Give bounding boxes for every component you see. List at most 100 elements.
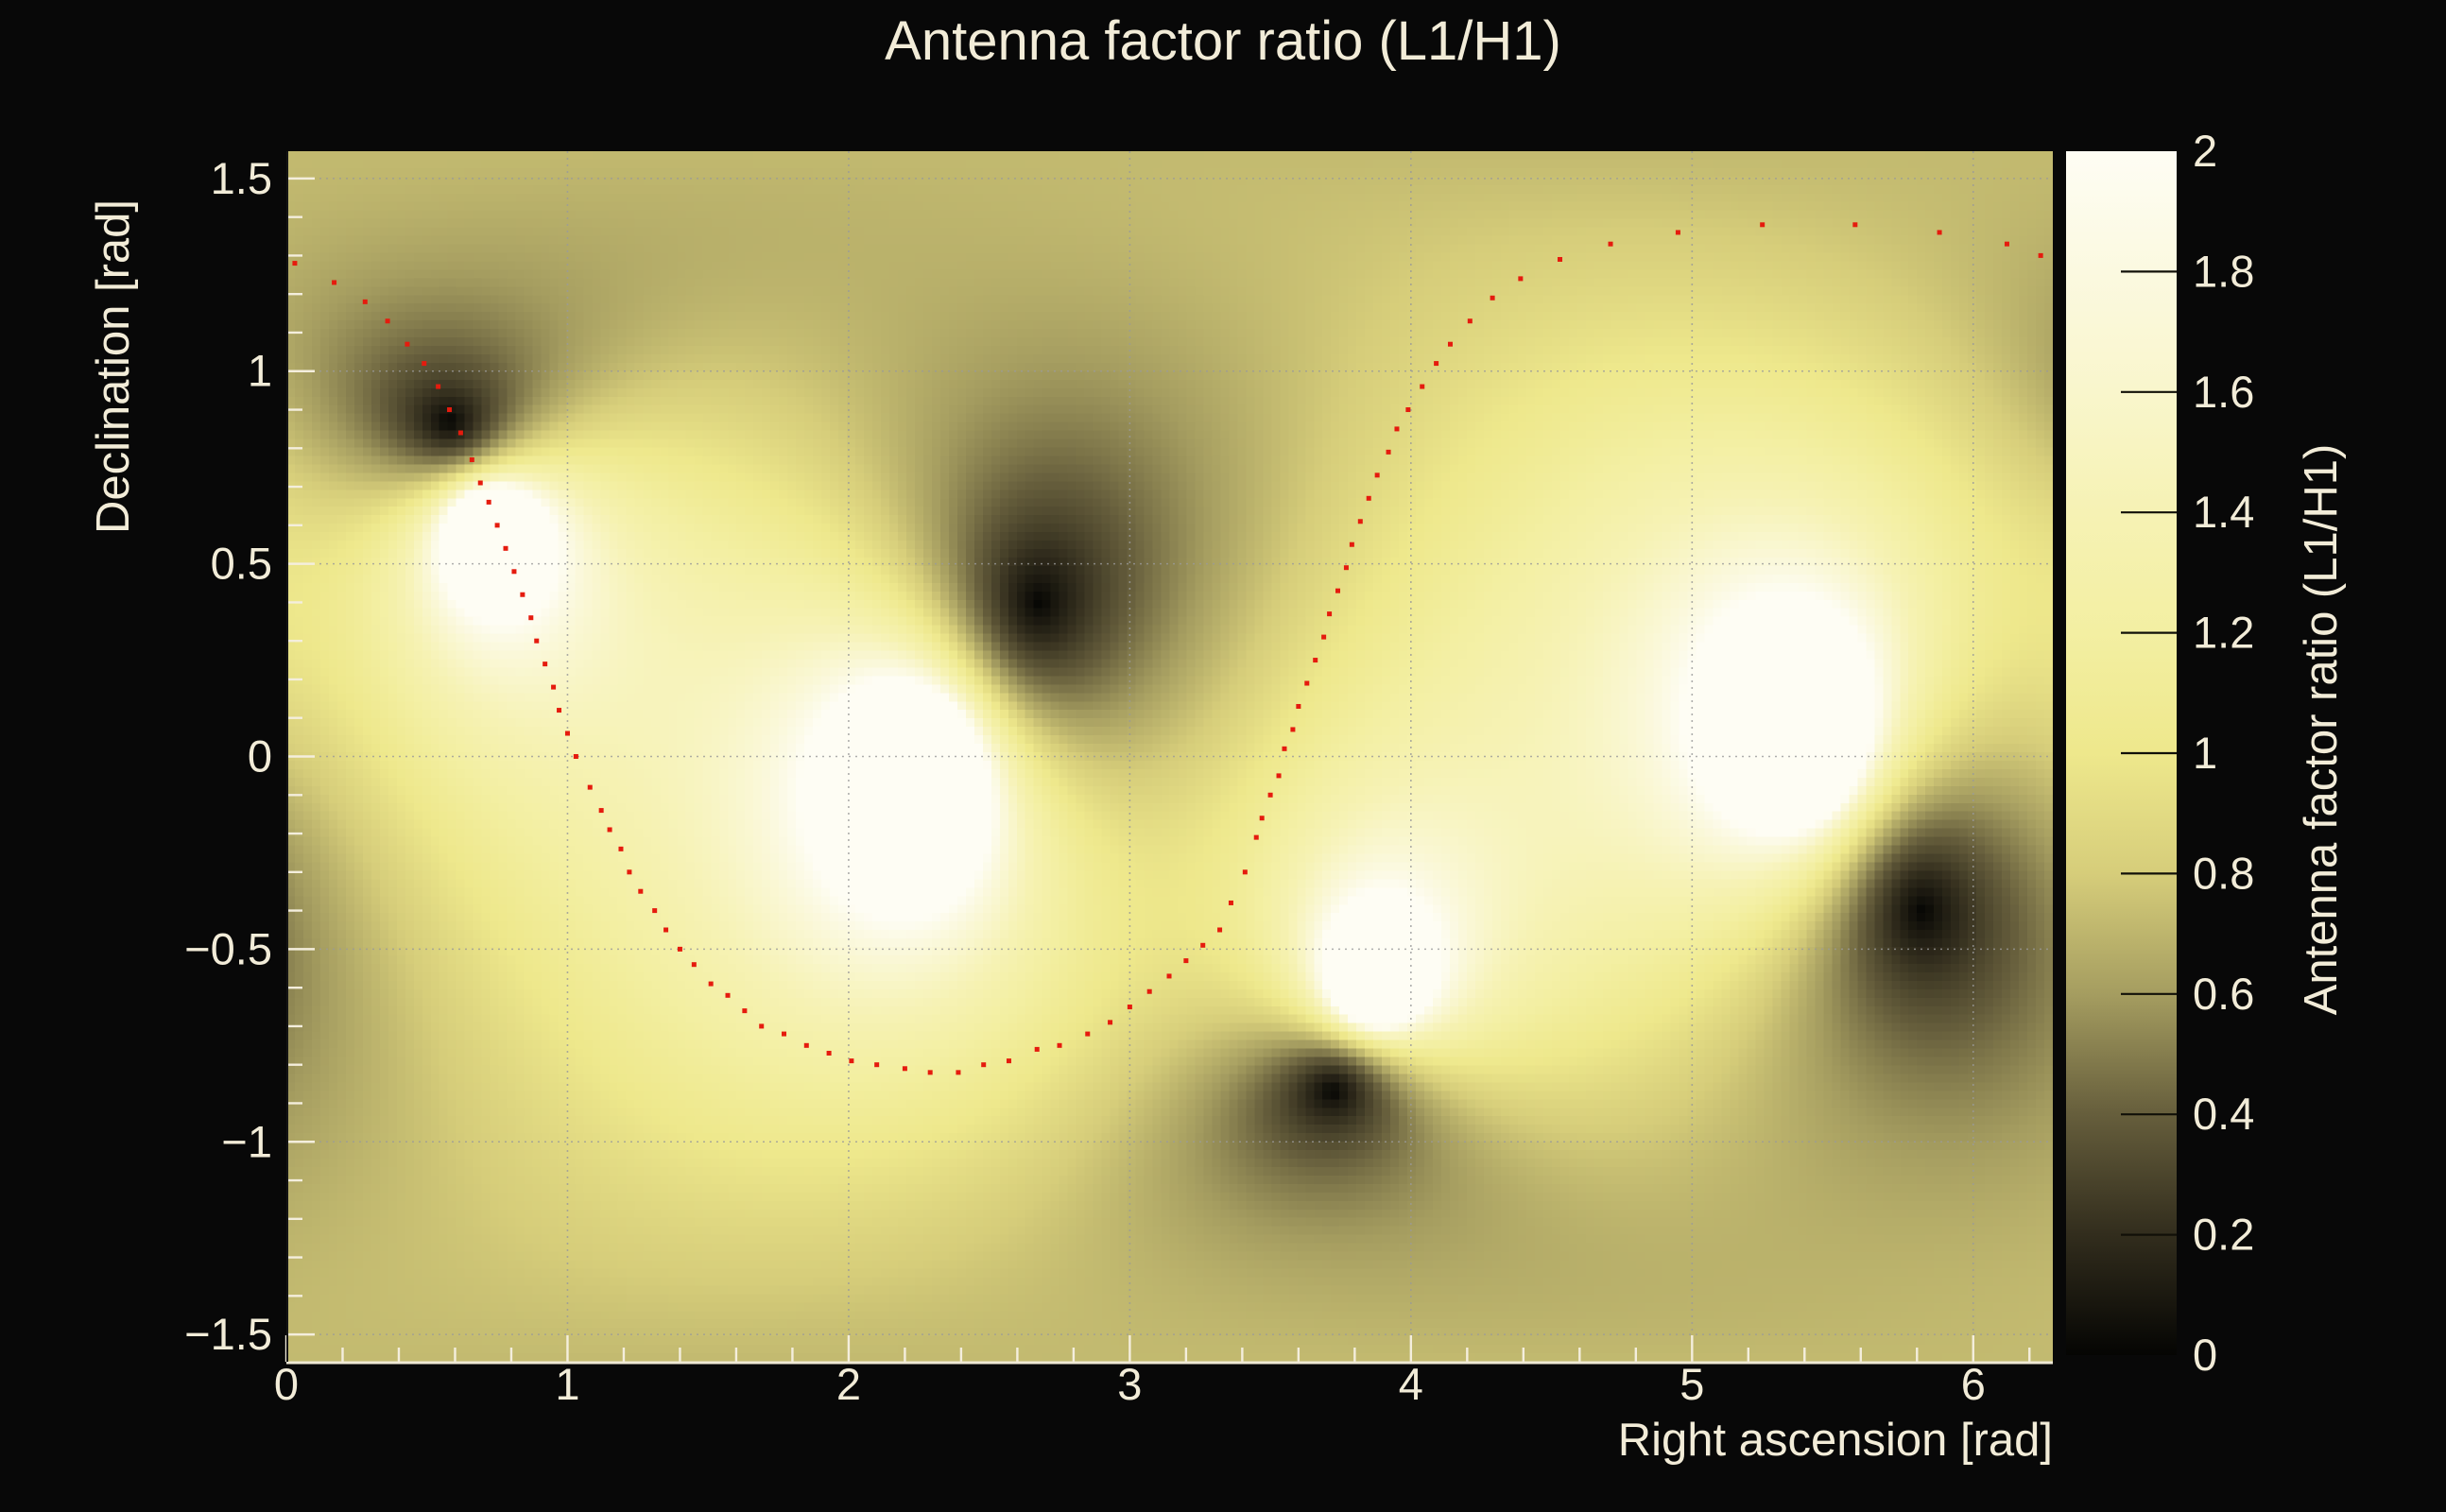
track-dot (564, 730, 570, 736)
track-dot (1127, 1005, 1132, 1010)
track-dot (1518, 276, 1524, 282)
track-dot (927, 1070, 933, 1075)
track-dot (607, 827, 612, 833)
x-tick-label: 6 (1961, 1359, 1986, 1409)
track-dot (362, 299, 368, 304)
track-dot (1085, 1031, 1091, 1037)
x-tick-label: 5 (1679, 1359, 1704, 1409)
track-dot (520, 592, 525, 597)
track-dot (2038, 252, 2043, 258)
track-dot (1349, 541, 1354, 547)
track-dot (1405, 407, 1411, 413)
colorbar-tick-label: 1.2 (2193, 608, 2254, 658)
colorbar-tick-label: 1 (2193, 728, 2217, 778)
track-dot (759, 1023, 765, 1029)
x-tick-label: 0 (274, 1359, 299, 1409)
axis-lines (286, 151, 2053, 1365)
track-dot (618, 846, 624, 851)
y-tick-label: 1 (248, 346, 272, 396)
y-tick-label: −0.5 (184, 923, 272, 973)
source-track-dots (292, 222, 2043, 1075)
track-dot (1760, 222, 1766, 228)
track-dot (1852, 222, 1858, 228)
plot-title: Antenna factor ratio (L1/H1) (885, 10, 1561, 72)
colorbar-tick-label: 0.2 (2193, 1210, 2254, 1260)
track-dot (1937, 230, 1942, 235)
track-dot (1166, 973, 1172, 979)
track-dot (981, 1062, 987, 1068)
track-dot (1357, 519, 1363, 524)
colorbar-tick-label: 1.6 (2193, 367, 2254, 417)
y-tick-label: −1 (221, 1116, 272, 1166)
track-dot (1343, 565, 1349, 571)
colorbar-tick-label: 0.6 (2193, 969, 2254, 1019)
track-dot (332, 280, 337, 285)
track-dot (803, 1042, 809, 1048)
track-dot (1267, 792, 1273, 798)
x-tick-label: 1 (555, 1359, 579, 1409)
track-dot (598, 808, 604, 814)
y-tick-label: −1.5 (184, 1309, 272, 1359)
track-dot (511, 569, 517, 575)
gridlines (286, 151, 2053, 1362)
track-dot (1253, 834, 1259, 840)
colorbar-tick-label: 1.4 (2193, 487, 2254, 537)
track-dot (1200, 942, 1206, 948)
track-dot (1447, 341, 1453, 347)
track-dot (652, 908, 658, 914)
track-dot (528, 615, 534, 621)
track-dot (494, 523, 500, 528)
track-dot (874, 1062, 880, 1068)
track-dot (477, 480, 483, 486)
axis-ticks (284, 177, 2031, 1362)
x-tick-label: 4 (1399, 1359, 1423, 1409)
track-dot (405, 341, 410, 347)
track-dot (1675, 230, 1680, 235)
track-dot (1282, 746, 1287, 751)
colorbar-title: Antenna factor ratio (L1/H1) (2296, 443, 2347, 1016)
track-dot (1276, 773, 1282, 779)
track-dot (469, 457, 474, 463)
y-tick-label: 1.5 (211, 153, 272, 203)
track-dot (1374, 472, 1380, 478)
track-dot (1304, 680, 1310, 686)
track-dot (573, 754, 578, 759)
track-dot (1557, 256, 1562, 262)
colorbar-tick-label: 0.8 (2193, 848, 2254, 898)
track-dot (1057, 1042, 1062, 1048)
track-dot (1183, 958, 1189, 964)
track-dot (543, 662, 548, 667)
track-dot (742, 1008, 748, 1014)
track-dot (663, 927, 669, 933)
colorbar-tick-label: 1.8 (2193, 246, 2254, 296)
x-tick-label: 2 (836, 1359, 861, 1409)
track-dot (1217, 927, 1223, 933)
x-axis-title: Right ascension [rad] (1617, 1415, 2053, 1466)
track-dot (1366, 495, 1371, 501)
track-dot (1296, 703, 1301, 709)
track-dot (557, 708, 562, 713)
y-tick-label: 0 (248, 731, 272, 782)
track-dot (1321, 634, 1327, 640)
track-dot (1108, 1020, 1113, 1025)
colorbar-tick-labels: 2 1.8 1.6 1.4 1.2 1 0.8 0.6 0.4 0.2 0 (2193, 126, 2254, 1380)
track-dot (551, 684, 557, 690)
y-tick-labels: 1.5 1 0.5 0 −0.5 −1 −1.5 (184, 153, 272, 1359)
track-dot (1290, 727, 1296, 732)
track-dot (1490, 295, 1495, 301)
track-dot (782, 1031, 787, 1037)
track-dot (1313, 658, 1318, 663)
track-dot (725, 992, 731, 998)
track-dot (1434, 361, 1439, 367)
track-dot (902, 1066, 907, 1072)
y-axis-title: Declination [rad] (88, 198, 139, 535)
track-dot (708, 981, 714, 987)
track-dot (1242, 869, 1248, 875)
antenna-ratio-heatmap (286, 151, 2053, 1362)
x-tick-labels: 0 1 2 3 4 5 6 (274, 1359, 1986, 1409)
track-dot (1259, 816, 1265, 821)
track-dot (503, 545, 508, 551)
track-dot (1608, 241, 1613, 247)
track-dot (691, 962, 697, 968)
